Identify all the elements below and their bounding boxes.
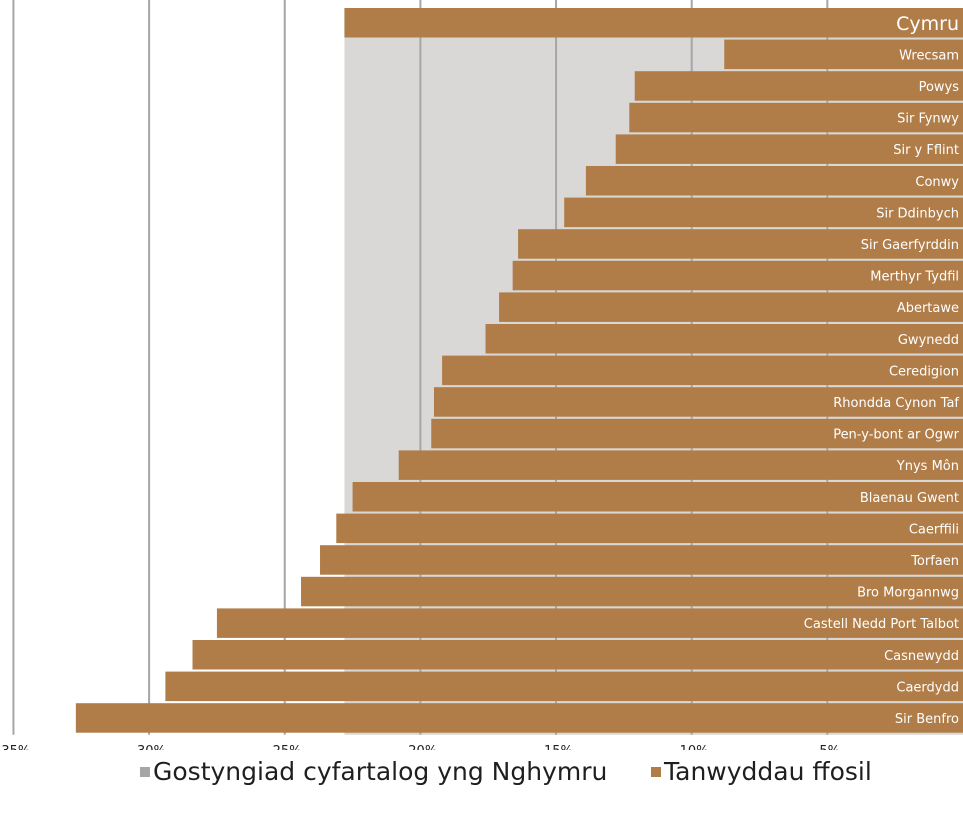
bar-label: Caerffili bbox=[909, 522, 959, 537]
bar bbox=[352, 482, 963, 512]
bar-label: Casnewydd bbox=[884, 649, 959, 664]
bar bbox=[629, 102, 963, 133]
bar bbox=[615, 134, 963, 164]
bar-label: Conwy bbox=[915, 175, 959, 190]
bar-label: Caerdydd bbox=[896, 680, 959, 695]
bar-label: Sir y Fflint bbox=[893, 143, 959, 158]
x-tick-label: -10% bbox=[675, 744, 709, 750]
bar-label: Pen-y-bont ar Ogwr bbox=[833, 428, 959, 443]
bar-label: Rhondda Cynon Taf bbox=[833, 396, 959, 411]
bar bbox=[512, 260, 963, 291]
legend-label-fossil-fuels: Tanwyddau ffosil bbox=[664, 757, 872, 786]
legend-swatch-average bbox=[140, 766, 150, 777]
bar bbox=[75, 703, 963, 733]
bar bbox=[398, 450, 963, 480]
bar bbox=[485, 324, 963, 354]
x-tick-label: -30% bbox=[132, 744, 166, 750]
bar-label: Merthyr Tydfil bbox=[870, 270, 959, 285]
bar bbox=[634, 71, 963, 101]
bar-label: Blaenau Gwent bbox=[860, 491, 959, 506]
x-axis-tick-labels: -35% -30% -25% -20% -15% -10% -5% bbox=[0, 744, 840, 750]
bar bbox=[431, 418, 963, 449]
bar-label: Ceredigion bbox=[889, 364, 959, 379]
bar-label: Ynys Môn bbox=[896, 459, 959, 474]
legend-item-average: Gostyngiad cyfartalog yng Nghymru bbox=[140, 757, 607, 786]
bar bbox=[564, 197, 963, 228]
bar bbox=[499, 292, 963, 322]
legend-item-fossil-fuels: Tanwyddau ffosil bbox=[651, 757, 872, 786]
legend-swatch-fossil-fuels bbox=[651, 766, 661, 777]
bar-label: Torfaen bbox=[910, 554, 959, 569]
bars: Cymru Wrecsam Powys Sir Fynwy Sir y Fflint Co… bbox=[75, 8, 963, 733]
bar-label: Sir Ddinbych bbox=[876, 206, 959, 221]
bar bbox=[320, 545, 963, 575]
x-tick-label: -15% bbox=[539, 744, 573, 750]
bar bbox=[216, 608, 963, 638]
bar bbox=[344, 8, 963, 38]
x-tick-label: -35% bbox=[0, 744, 30, 750]
bar bbox=[192, 640, 963, 670]
bar-label: Sir Gaerfyrddin bbox=[861, 238, 959, 253]
bar bbox=[585, 166, 963, 196]
bar-label: Castell Nedd Port Talbot bbox=[804, 617, 959, 632]
bar bbox=[165, 671, 963, 702]
bar-label: Wrecsam bbox=[899, 48, 959, 63]
bar bbox=[442, 355, 963, 386]
bar-label: Cymru bbox=[896, 13, 959, 35]
bar-label: Abertawe bbox=[897, 301, 959, 316]
bar bbox=[336, 513, 963, 544]
bar-label: Sir Fynwy bbox=[897, 112, 959, 127]
bar bbox=[518, 229, 963, 259]
bar bbox=[433, 387, 963, 417]
bar-chart: Cymru Wrecsam Powys Sir Fynwy Sir y Fflint Co… bbox=[0, 0, 963, 750]
bar-label: Bro Morgannwg bbox=[857, 586, 959, 601]
x-tick-label: -25% bbox=[268, 744, 302, 750]
x-tick-label: -5% bbox=[815, 744, 840, 750]
bar-label: Gwynedd bbox=[898, 333, 959, 348]
bar bbox=[301, 576, 963, 607]
bar-label: Powys bbox=[919, 80, 960, 95]
legend-label-average: Gostyngiad cyfartalog yng Nghymru bbox=[153, 757, 608, 786]
x-tick-label: -20% bbox=[404, 744, 438, 750]
chart-legend: Gostyngiad cyfartalog yng Nghymru Tanwyd… bbox=[0, 757, 963, 797]
bar-label: Sir Benfro bbox=[895, 712, 959, 727]
bar bbox=[724, 39, 963, 70]
